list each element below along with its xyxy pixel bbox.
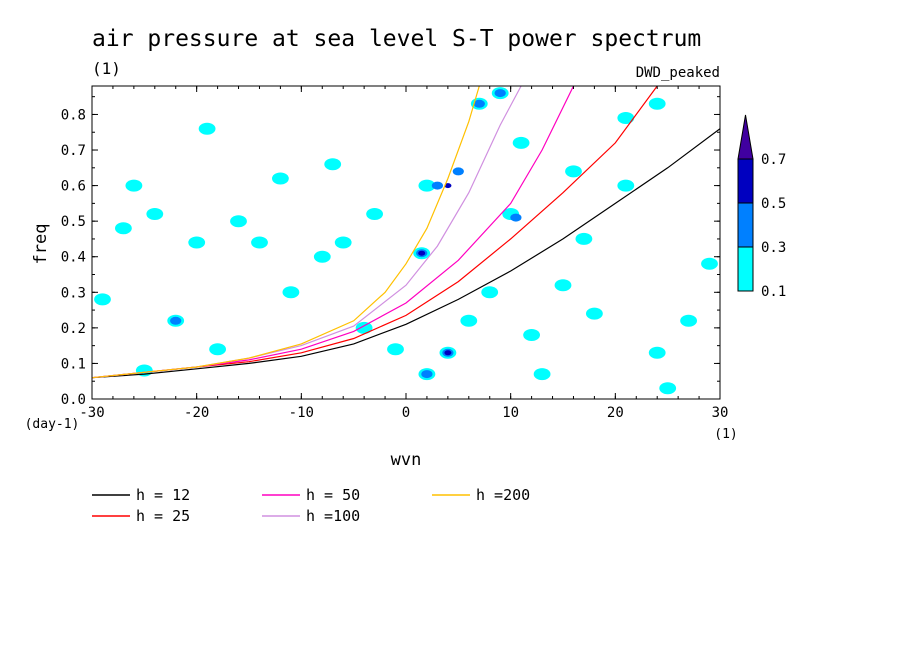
contour-patch-27	[421, 370, 433, 379]
x-tick-label: 10	[502, 405, 519, 421]
contour-fill-group	[94, 87, 718, 395]
contour-patch-44	[701, 257, 718, 270]
title-units: (1)	[92, 59, 121, 78]
legend-label: h = 50	[306, 486, 360, 504]
contour-patch-15	[94, 293, 111, 306]
colorbar-level-label: 0.1	[761, 284, 786, 300]
contour-patch-40	[648, 97, 666, 110]
contour-patch-52	[366, 208, 383, 220]
contour-patch-45	[617, 179, 635, 192]
contour-patch-1	[115, 222, 132, 235]
x-axis-label: wvn	[391, 450, 422, 470]
colorbar: 0.1 0.3 0.5 0.7	[737, 114, 786, 300]
contour-patch-47	[387, 343, 404, 356]
source-label: DWD_peaked	[636, 65, 720, 81]
contour-patch-53	[586, 307, 603, 320]
contour-patch-33	[494, 89, 506, 98]
x-tick-label: 20	[607, 405, 624, 421]
contour-patch-14	[209, 343, 227, 356]
contour-patch-31	[512, 136, 530, 149]
dispersion-curves-group	[92, 86, 720, 379]
contour-patch-41	[648, 346, 666, 359]
contour-patch-3	[251, 236, 268, 249]
contour-patch-39	[617, 112, 635, 124]
axes-group: -30 -20 -10 0 10 20 30 0.0 0.1 0.2 0.3 0.4 0.5 0.6 0.7…	[61, 86, 729, 421]
contour-patch-38	[575, 232, 593, 245]
contour-patch-17	[431, 181, 443, 190]
y-tick-label: 0.0	[61, 392, 86, 408]
contour-patch-30	[510, 213, 522, 222]
contour-patch-35	[473, 99, 485, 108]
colorbar-level-label: 0.7	[761, 152, 786, 168]
contour-patch-49	[533, 368, 551, 381]
legend-label: h = 12	[136, 486, 190, 504]
contour-patch-2	[230, 215, 247, 228]
plot-frame	[91, 85, 721, 400]
x-tick-label: -30	[79, 405, 104, 421]
x-tick-label: -20	[184, 405, 209, 421]
y-tick-label: 0.1	[61, 356, 86, 372]
contour-patch-25	[444, 350, 452, 356]
y-tick-label: 0.3	[61, 285, 86, 301]
contour-patch-11	[324, 158, 342, 171]
contour-patch-37	[554, 279, 572, 292]
curve-h-200	[92, 86, 480, 379]
colorbar-level-label: 0.5	[761, 196, 786, 212]
chart-title: air pressure at sea level S-T power spec…	[92, 26, 701, 52]
legend-label: h =100	[306, 507, 360, 525]
colorbar-overflow-triangle	[737, 114, 754, 160]
contour-patch-50	[282, 286, 300, 299]
contour-patch-42	[680, 314, 697, 327]
y-axis-units: (day-1)	[25, 417, 80, 432]
contour-patch-22	[418, 250, 426, 256]
contour-patch-4	[188, 236, 206, 249]
y-axis-label: freq	[31, 224, 51, 265]
y-tick-label: 0.7	[61, 143, 86, 159]
contour-patch-28	[481, 286, 499, 299]
colorbar-segment	[737, 202, 754, 248]
y-tick-label: 0.5	[61, 214, 86, 230]
y-tick-label: 0.4	[61, 250, 86, 266]
y-tick-label: 0.8	[61, 107, 86, 123]
contour-patch-0	[146, 208, 164, 220]
contour-patch-43	[659, 382, 677, 395]
legend: h = 12 h = 25 h = 50 h =100 h =200	[92, 486, 530, 525]
x-tick-label: 30	[712, 405, 729, 421]
y-tick-label: 0.2	[61, 321, 86, 337]
contour-patch-19	[452, 167, 464, 176]
colorbar-segment	[737, 158, 754, 204]
contour-patch-10	[125, 179, 143, 192]
contour-patch-13	[355, 321, 373, 334]
curve-h-12	[92, 128, 720, 379]
colorbar-level-label: 0.3	[761, 240, 786, 256]
legend-label: h =200	[476, 486, 530, 504]
contour-patch-16	[418, 179, 436, 192]
contour-patch-8	[170, 316, 182, 325]
x-tick-label: 0	[402, 405, 410, 421]
contour-patch-18	[444, 183, 452, 189]
contour-patch-5	[313, 250, 331, 263]
contour-patch-46	[565, 165, 582, 178]
contour-patch-12	[272, 172, 289, 185]
colorbar-segment	[737, 246, 754, 292]
contour-patch-36	[523, 329, 540, 341]
y-tick-label: 0.6	[61, 179, 86, 195]
contour-patch-6	[334, 236, 352, 249]
contour-patch-9	[198, 122, 216, 135]
x-axis-units: (1)	[714, 427, 737, 442]
curve-h-100	[92, 86, 522, 379]
legend-label: h = 25	[136, 507, 190, 525]
x-tick-label: -10	[289, 405, 314, 421]
contour-patch-48	[460, 314, 478, 327]
